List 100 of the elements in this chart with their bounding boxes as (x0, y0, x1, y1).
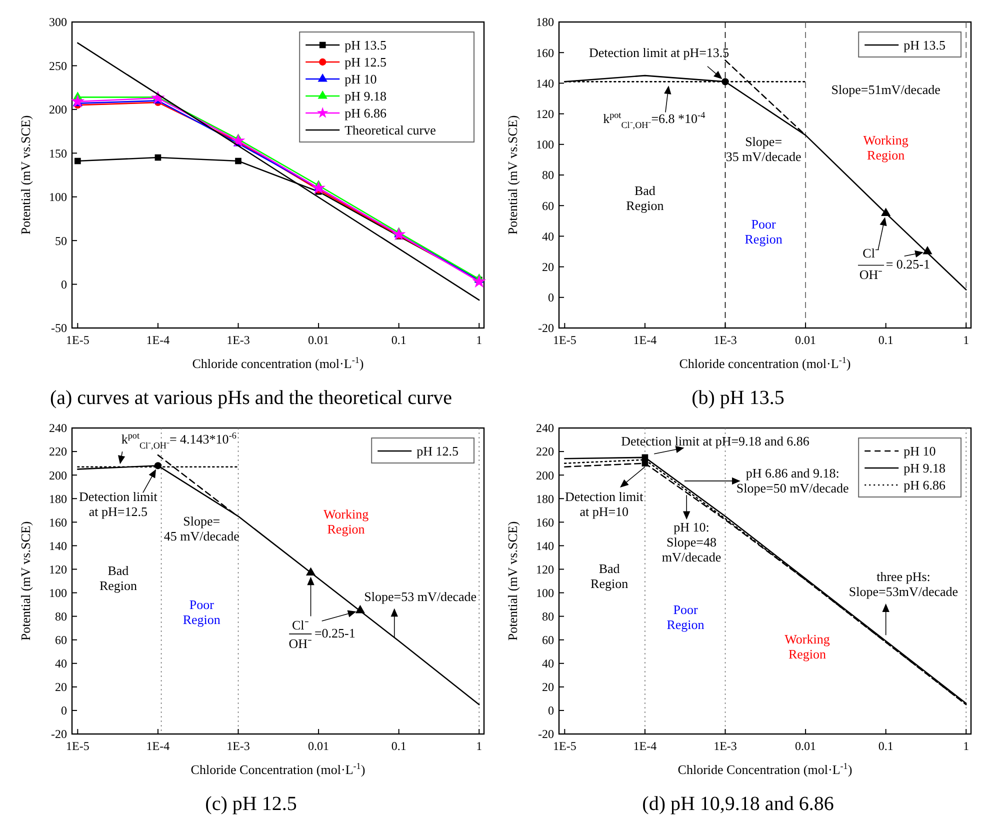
x-axis-title: Chloride concentration (mol·L$^{-1}$) (192, 355, 364, 371)
y-axis-title: Potential (mV vs.SCE) (18, 521, 33, 641)
legend-label: pH 9.18 (904, 460, 946, 476)
y-tick-label: 100 (536, 586, 554, 600)
annotation: Cl⁻ (862, 246, 879, 261)
y-tick-label: -20 (538, 321, 554, 336)
y-tick-label: 180 (49, 492, 67, 506)
y-tick-label: -20 (51, 727, 67, 742)
annotation: k$^{pot}$$_{Cl⁻,OH⁻}$= 4.143*10$^{-6}$ (121, 430, 237, 450)
x-tick-label: 0.1 (391, 333, 406, 347)
x-tick-label: 1E-4 (633, 739, 657, 753)
y-tick-label: 60 (55, 633, 67, 648)
annotation: three pHs: Slope=53mV/decade (848, 569, 958, 599)
x-tick-label: 1E-5 (66, 333, 90, 347)
y-tick-label: 180 (536, 492, 554, 506)
x-tick-label: 0.01 (795, 333, 816, 347)
annotation: pH 6.86 and 9.18: Slope=50 mV/decade (736, 465, 850, 496)
y-axis-title: Potential (mV vs.SCE) (505, 115, 520, 235)
annotation: Slope= 45 mV/decade (164, 514, 240, 544)
text: (a) curves at various pHs and the theoretical curve (50, 387, 452, 409)
y-tick-label: 160 (536, 46, 554, 60)
annotation: pH 10: Slope=48 mV/decade (662, 520, 722, 565)
y-tick-label: 40 (542, 229, 554, 244)
annotation: Detection limit at pH=12.5 (79, 488, 158, 519)
y-tick-label: 160 (49, 515, 67, 530)
annotation: OH⁻ (859, 267, 882, 282)
y-tick-label: 60 (542, 198, 554, 213)
annotation: Bad Region (99, 563, 138, 594)
y-tick-label: 240 (536, 421, 554, 436)
y-tick-label: -50 (51, 321, 67, 336)
legend-label: pH 13.5 (344, 38, 386, 53)
x-tick-label: 0.1 (878, 739, 894, 753)
annotation: Detection limit at pH=9.18 and 6.86 (621, 434, 810, 449)
legend-label: Theoretical curve (344, 122, 436, 138)
y-axis-title: Potential (mV vs.SCE) (18, 115, 33, 235)
annotation: Slope=51mV/decade (831, 82, 941, 97)
y-tick-label: 250 (49, 58, 67, 73)
y-tick-label: 0 (548, 290, 554, 305)
y-tick-label: 50 (55, 234, 67, 248)
legend-label: pH 9.18 (344, 88, 386, 104)
x-tick-label: 0.01 (308, 333, 330, 347)
annotation: Poor Region (744, 216, 783, 247)
y-tick-label: 300 (49, 15, 67, 30)
y-tick-label: 120 (49, 562, 67, 576)
x-tick-label: 1E-3 (714, 333, 737, 347)
annotation: Poor Region (182, 597, 221, 628)
y-tick-label: 140 (536, 76, 554, 90)
x-tick-label: 1E-5 (553, 739, 576, 753)
x-tick-label: 0.01 (308, 739, 330, 753)
annotation: Bad Region (590, 560, 629, 591)
x-tick-label: 1E-3 (714, 739, 737, 753)
legend-label: pH 10 (344, 72, 377, 87)
y-tick-label: 20 (542, 680, 554, 694)
annotation: Detection limit at pH=10 (564, 488, 644, 519)
annotation: k$^{pot}$$_{Cl⁻,OH⁻}$=6.8 *10$^{-4}$ (603, 110, 706, 130)
y-tick-label: 180 (536, 15, 554, 30)
y-tick-label: 40 (542, 656, 554, 671)
y-tick-label: 0 (61, 277, 67, 292)
legend-label: pH 12.5 (416, 444, 458, 459)
y-tick-label: 40 (55, 656, 67, 671)
y-tick-label: 80 (55, 610, 67, 624)
y-tick-label: 100 (49, 190, 67, 204)
legend-label: pH 10 (904, 444, 936, 459)
x-tick-label: 1E-4 (146, 739, 170, 753)
y-tick-label: 160 (536, 515, 554, 530)
annotation: Slope=53 mV/decade (364, 589, 477, 604)
y-tick-label: 100 (536, 138, 554, 152)
annotation: Bad Region (626, 182, 664, 213)
legend-label: pH 6.86 (904, 478, 946, 493)
y-tick-label: -20 (538, 727, 554, 742)
x-axis-title: Chloride Concentration (mol·L$^{-1}$) (678, 761, 852, 777)
y-tick-label: 0 (548, 704, 554, 718)
annotation: =0.25-1 (314, 625, 356, 640)
x-tick-label: 1E-4 (633, 333, 657, 347)
x-tick-label: 1 (476, 739, 482, 753)
legend-label: pH 12.5 (344, 54, 386, 70)
x-tick-label: 1 (476, 333, 482, 347)
y-tick-label: 140 (536, 538, 554, 553)
x-axis-title: Chloride Concentration (mol·L$^{-1}$) (190, 761, 366, 777)
y-tick-label: 20 (55, 680, 67, 694)
text: (d) pH 10,9.18 and 6.86 (642, 793, 834, 815)
annotation: Slope= 35 mV/decade (726, 134, 802, 164)
x-axis-title: Chloride concentration (mol·L$^{-1}$) (679, 355, 851, 371)
legend-label: pH 13.5 (904, 38, 946, 53)
y-tick-label: 150 (49, 146, 67, 160)
text: (b) pH 13.5 (692, 387, 784, 409)
y-tick-label: 240 (49, 421, 67, 436)
y-tick-label: 120 (536, 107, 554, 121)
y-tick-label: 60 (542, 633, 554, 648)
annotation: Working Region (323, 506, 370, 537)
y-tick-label: 140 (49, 538, 67, 553)
annotation: Detection limit at pH=13.5 (588, 45, 730, 60)
legend-label: pH 6.86 (344, 106, 387, 121)
x-tick-label: 1E-3 (226, 739, 250, 753)
x-tick-label: 0.1 (391, 739, 406, 753)
annotation: OH⁻ (288, 636, 312, 652)
x-tick-label: 1E-5 (66, 739, 90, 753)
y-tick-label: 200 (536, 468, 554, 482)
y-tick-label: 200 (49, 468, 67, 482)
y-tick-label: 20 (542, 260, 554, 274)
